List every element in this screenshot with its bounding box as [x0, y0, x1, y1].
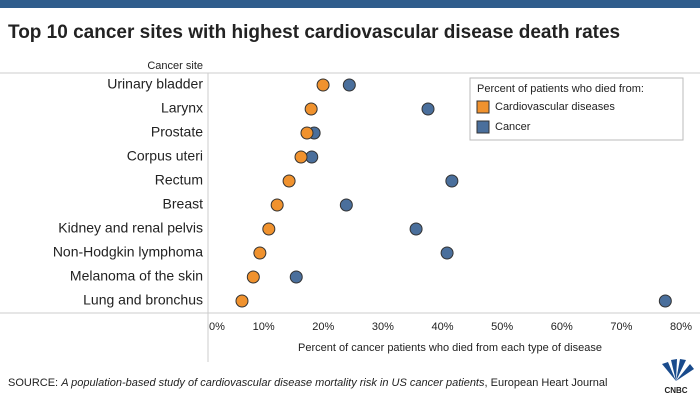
dot — [253, 246, 267, 260]
x-tick-label: 30% — [372, 321, 394, 333]
logo: CNBC — [662, 359, 694, 395]
dot — [421, 102, 435, 116]
source-text: A population-based study of cardiovascul… — [60, 377, 485, 389]
dot — [282, 174, 296, 188]
dot — [339, 198, 353, 212]
dot — [305, 150, 319, 164]
y-tick-label: Larynx — [161, 100, 203, 116]
y-tick-label: Kidney and renal pelvis — [58, 220, 203, 236]
dot — [270, 198, 284, 212]
y-tick-label: Prostate — [151, 124, 203, 140]
y-tick-label: Non-Hodgkin lymphoma — [53, 244, 203, 260]
y-tick-label: Corpus uteri — [127, 148, 203, 164]
dot — [262, 222, 276, 236]
x-axis-label: Percent of cancer patients who died from… — [298, 342, 602, 354]
source-label: SOURCE: — [8, 377, 58, 389]
x-tick-label: 60% — [551, 321, 573, 333]
dot — [235, 294, 249, 308]
x-tick-label: 10% — [253, 321, 275, 333]
legend-label: Cardiovascular diseases — [495, 101, 615, 113]
source-publisher: , European Heart Journal — [485, 377, 608, 389]
dot — [409, 222, 423, 236]
dot — [300, 126, 314, 140]
legend-label: Cancer — [495, 121, 531, 133]
y-tick-label: Lung and bronchus — [83, 292, 203, 308]
legend-swatch — [476, 120, 490, 134]
y-tick-label: Breast — [163, 196, 204, 212]
x-tick-label: 0% — [209, 321, 225, 333]
x-tick-label: 50% — [491, 321, 513, 333]
x-tick-label: 40% — [431, 321, 453, 333]
x-tick-label: 80% — [670, 321, 692, 333]
y-tick-label: Rectum — [155, 172, 203, 188]
logo-mark — [662, 359, 694, 381]
dot — [289, 270, 303, 284]
chart-title: Top 10 cancer sites with highest cardiov… — [8, 22, 620, 43]
legend-title: Percent of patients who died from: — [477, 83, 644, 95]
top-bar — [0, 0, 700, 8]
y-tick-label: Urinary bladder — [107, 76, 203, 92]
dot — [304, 102, 318, 116]
source: SOURCE: A population-based study of card… — [8, 377, 607, 389]
logo-text: CNBC — [664, 386, 687, 395]
dot — [440, 246, 454, 260]
dot — [342, 78, 356, 92]
dot — [658, 294, 672, 308]
dot — [445, 174, 459, 188]
dot — [294, 150, 308, 164]
x-tick-label: 70% — [610, 321, 632, 333]
x-tick-label: 20% — [312, 321, 334, 333]
dot — [316, 78, 330, 92]
y-tick-label: Melanoma of the skin — [70, 268, 203, 284]
legend-box — [469, 77, 684, 141]
y-axis-label: Cancer site — [147, 60, 203, 72]
dot — [246, 270, 260, 284]
legend-swatch — [476, 100, 490, 114]
